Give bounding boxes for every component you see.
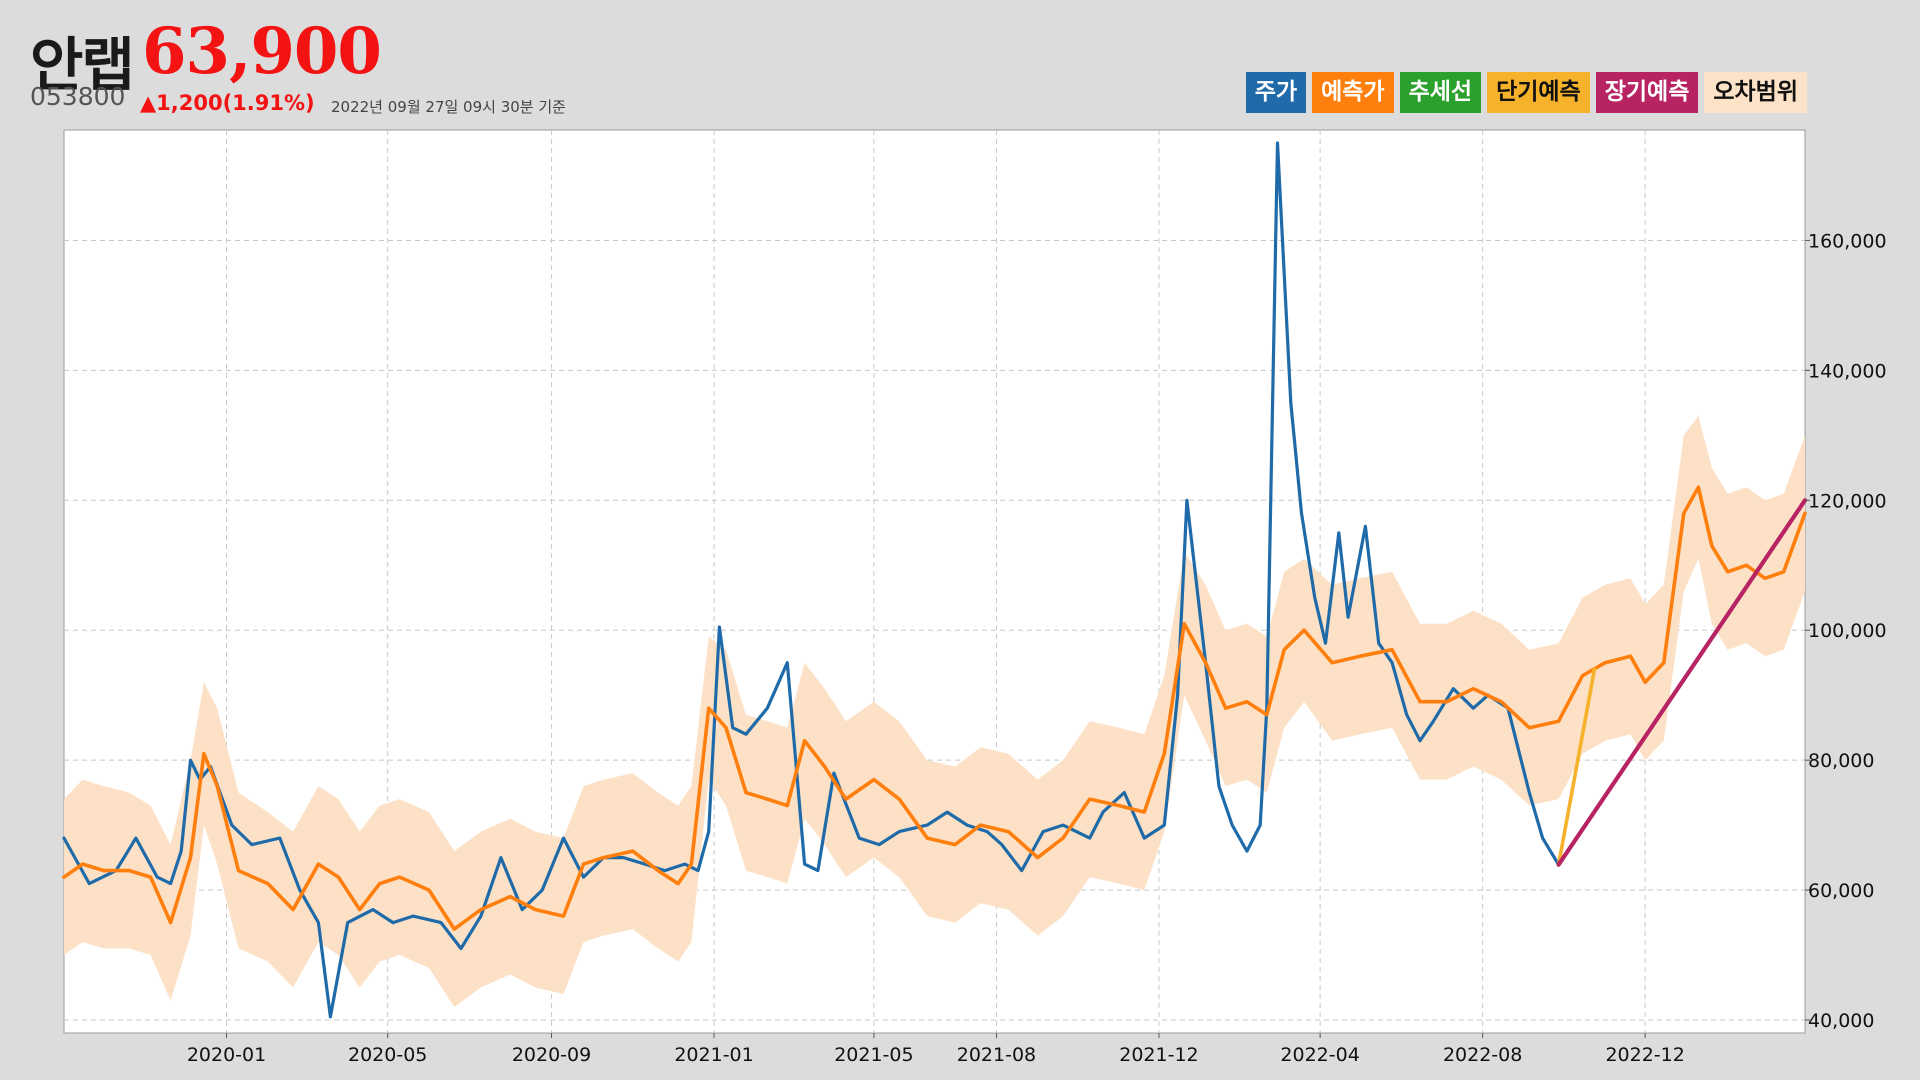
legend-item-error-range[interactable]: 오차범위 <box>1704 72 1807 113</box>
series-layer <box>62 141 1808 1019</box>
x-tick-label: 2021-05 <box>834 1044 913 1066</box>
x-axis: 2020-01 2020-05 2020-09 2021-01 2021-05 2021-… <box>187 1033 1685 1066</box>
x-tick-label: 2021-12 <box>1119 1044 1198 1066</box>
legend-item-predicted[interactable]: 예측가 <box>1312 72 1394 113</box>
legend: 주가 예측가 추세선 단기예측 장기예측 오차범위 <box>1245 72 1807 113</box>
x-tick-label: 2020-01 <box>187 1044 266 1066</box>
stock-name: 안랩 <box>30 31 135 99</box>
legend-item-short-term[interactable]: 단기예측 <box>1487 72 1590 113</box>
header: 안랩 63,900 053800 ▲1,200(1.91%) 2022년 09월… <box>0 0 1920 130</box>
y-tick-label: 160,000 <box>1808 230 1887 252</box>
timestamp: 2022년 09월 27일 09시 30분 기준 <box>331 98 566 116</box>
stock-code: 053800 <box>30 82 126 111</box>
y-tick-label: 140,000 <box>1808 360 1887 382</box>
y-tick-label: 80,000 <box>1808 750 1874 772</box>
y-tick-label: 60,000 <box>1808 880 1874 902</box>
y-tick-label: 40,000 <box>1808 1010 1874 1032</box>
price-change: ▲1,200(1.91%) <box>140 91 315 115</box>
x-tick-label: 2022-04 <box>1280 1044 1359 1066</box>
x-tick-label: 2020-09 <box>512 1044 591 1066</box>
predicted-line <box>62 485 1807 931</box>
long-term-line <box>1556 498 1808 867</box>
x-tick-label: 2020-05 <box>348 1044 427 1066</box>
x-tick-label: 2021-01 <box>674 1044 753 1066</box>
y-axis: 40,000 60,000 80,000 100,000 120,000 140,000 1… <box>1805 230 1887 1032</box>
legend-item-price[interactable]: 주가 <box>1245 72 1307 113</box>
legend-item-trend[interactable]: 추세선 <box>1399 72 1482 113</box>
short-term-line <box>1556 667 1597 867</box>
x-tick-label: 2021-08 <box>957 1044 1036 1066</box>
x-tick-label: 2022-08 <box>1443 1044 1522 1066</box>
legend-item-long-term[interactable]: 장기예측 <box>1595 72 1699 113</box>
x-tick-label: 2022-12 <box>1605 1044 1684 1066</box>
price-line <box>62 141 1561 1019</box>
y-tick-label: 120,000 <box>1808 490 1887 512</box>
y-tick-label: 100,000 <box>1808 620 1887 642</box>
stock-price: 63,900 <box>142 14 382 89</box>
